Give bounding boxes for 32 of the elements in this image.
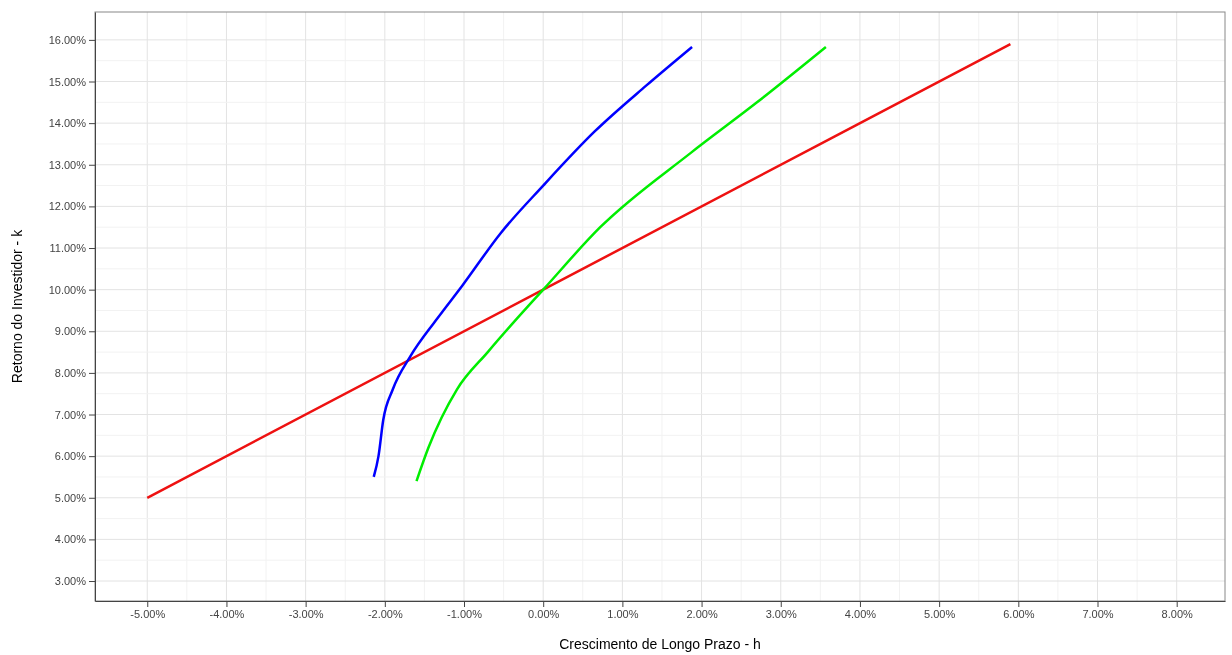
y-tick-label: 11.00% bbox=[49, 242, 87, 255]
x-tick-label: 8.00% bbox=[1161, 607, 1193, 620]
x-tick-label: 1.00% bbox=[607, 607, 639, 620]
y-tick-label: 5.00% bbox=[54, 491, 87, 504]
y-tick-label: 6.00% bbox=[54, 450, 87, 463]
x-tick-label: -4.00% bbox=[209, 607, 245, 620]
x-tick-label: -5.00% bbox=[130, 607, 166, 620]
line-series bbox=[415, 45, 828, 483]
y-tick-label: 4.00% bbox=[54, 533, 87, 546]
line-series bbox=[372, 45, 694, 479]
y-axis-title: Retorno do Investidor - k bbox=[9, 228, 25, 384]
y-tick-label: 10.00% bbox=[48, 283, 87, 296]
y-tick-label: 15.00% bbox=[48, 75, 87, 88]
y-tick-label: 16.00% bbox=[48, 33, 87, 46]
x-tick-label: 5.00% bbox=[924, 607, 956, 620]
x-tick-label: 6.00% bbox=[1003, 607, 1035, 620]
x-tick-label: 4.00% bbox=[844, 607, 877, 620]
x-tick-label: 3.00% bbox=[765, 607, 798, 620]
x-tick-label: 7.00% bbox=[1082, 607, 1114, 620]
y-tick-label: 8.00% bbox=[54, 366, 87, 379]
x-tick-label: 2.00% bbox=[686, 607, 718, 620]
x-tick-label: -3.00% bbox=[288, 607, 324, 620]
x-axis-title: Crescimento de Longo Prazo - h bbox=[559, 636, 761, 652]
x-tick-label: -1.00% bbox=[447, 607, 483, 620]
y-tick-label: 14.00% bbox=[48, 117, 87, 130]
y-tick-label: 12.00% bbox=[48, 200, 87, 213]
y-tick-label: 9.00% bbox=[54, 325, 87, 338]
x-tick-label: 0.00% bbox=[528, 607, 560, 620]
y-tick-label: 7.00% bbox=[54, 408, 87, 421]
x-tick-label: -2.00% bbox=[367, 607, 403, 620]
y-tick-label: 3.00% bbox=[54, 575, 87, 588]
y-tick-label: 13.00% bbox=[48, 158, 87, 171]
